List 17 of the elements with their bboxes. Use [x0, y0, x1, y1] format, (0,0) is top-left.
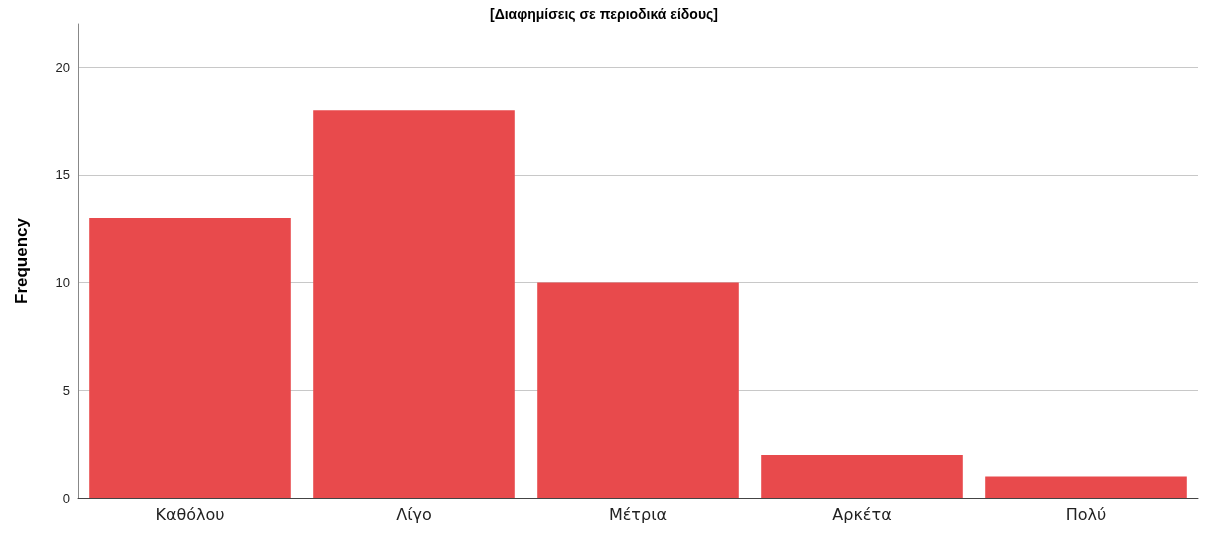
- bar: [985, 476, 1187, 498]
- bar: [537, 282, 739, 498]
- x-tick-label: Μέτρια: [608, 504, 668, 524]
- bar: [313, 110, 515, 498]
- y-tick-label: 10: [55, 275, 70, 291]
- chart-title: [Διαφημίσεις σε περιοδικά είδους]: [490, 6, 718, 22]
- x-tick-label: Λίγο: [396, 504, 432, 524]
- x-tick-label: Πολύ: [1065, 504, 1107, 524]
- x-tick-label: Καθόλου: [155, 504, 225, 524]
- y-axis-title: Frequency: [12, 217, 31, 304]
- bar: [89, 217, 291, 498]
- y-tick-label: 20: [55, 59, 70, 75]
- x-tick-label: Αρκέτα: [832, 504, 892, 524]
- bar: [761, 454, 963, 498]
- y-tick-label: 5: [62, 382, 70, 398]
- y-tick-label: 0: [62, 490, 70, 506]
- y-tick-label: 15: [55, 167, 70, 183]
